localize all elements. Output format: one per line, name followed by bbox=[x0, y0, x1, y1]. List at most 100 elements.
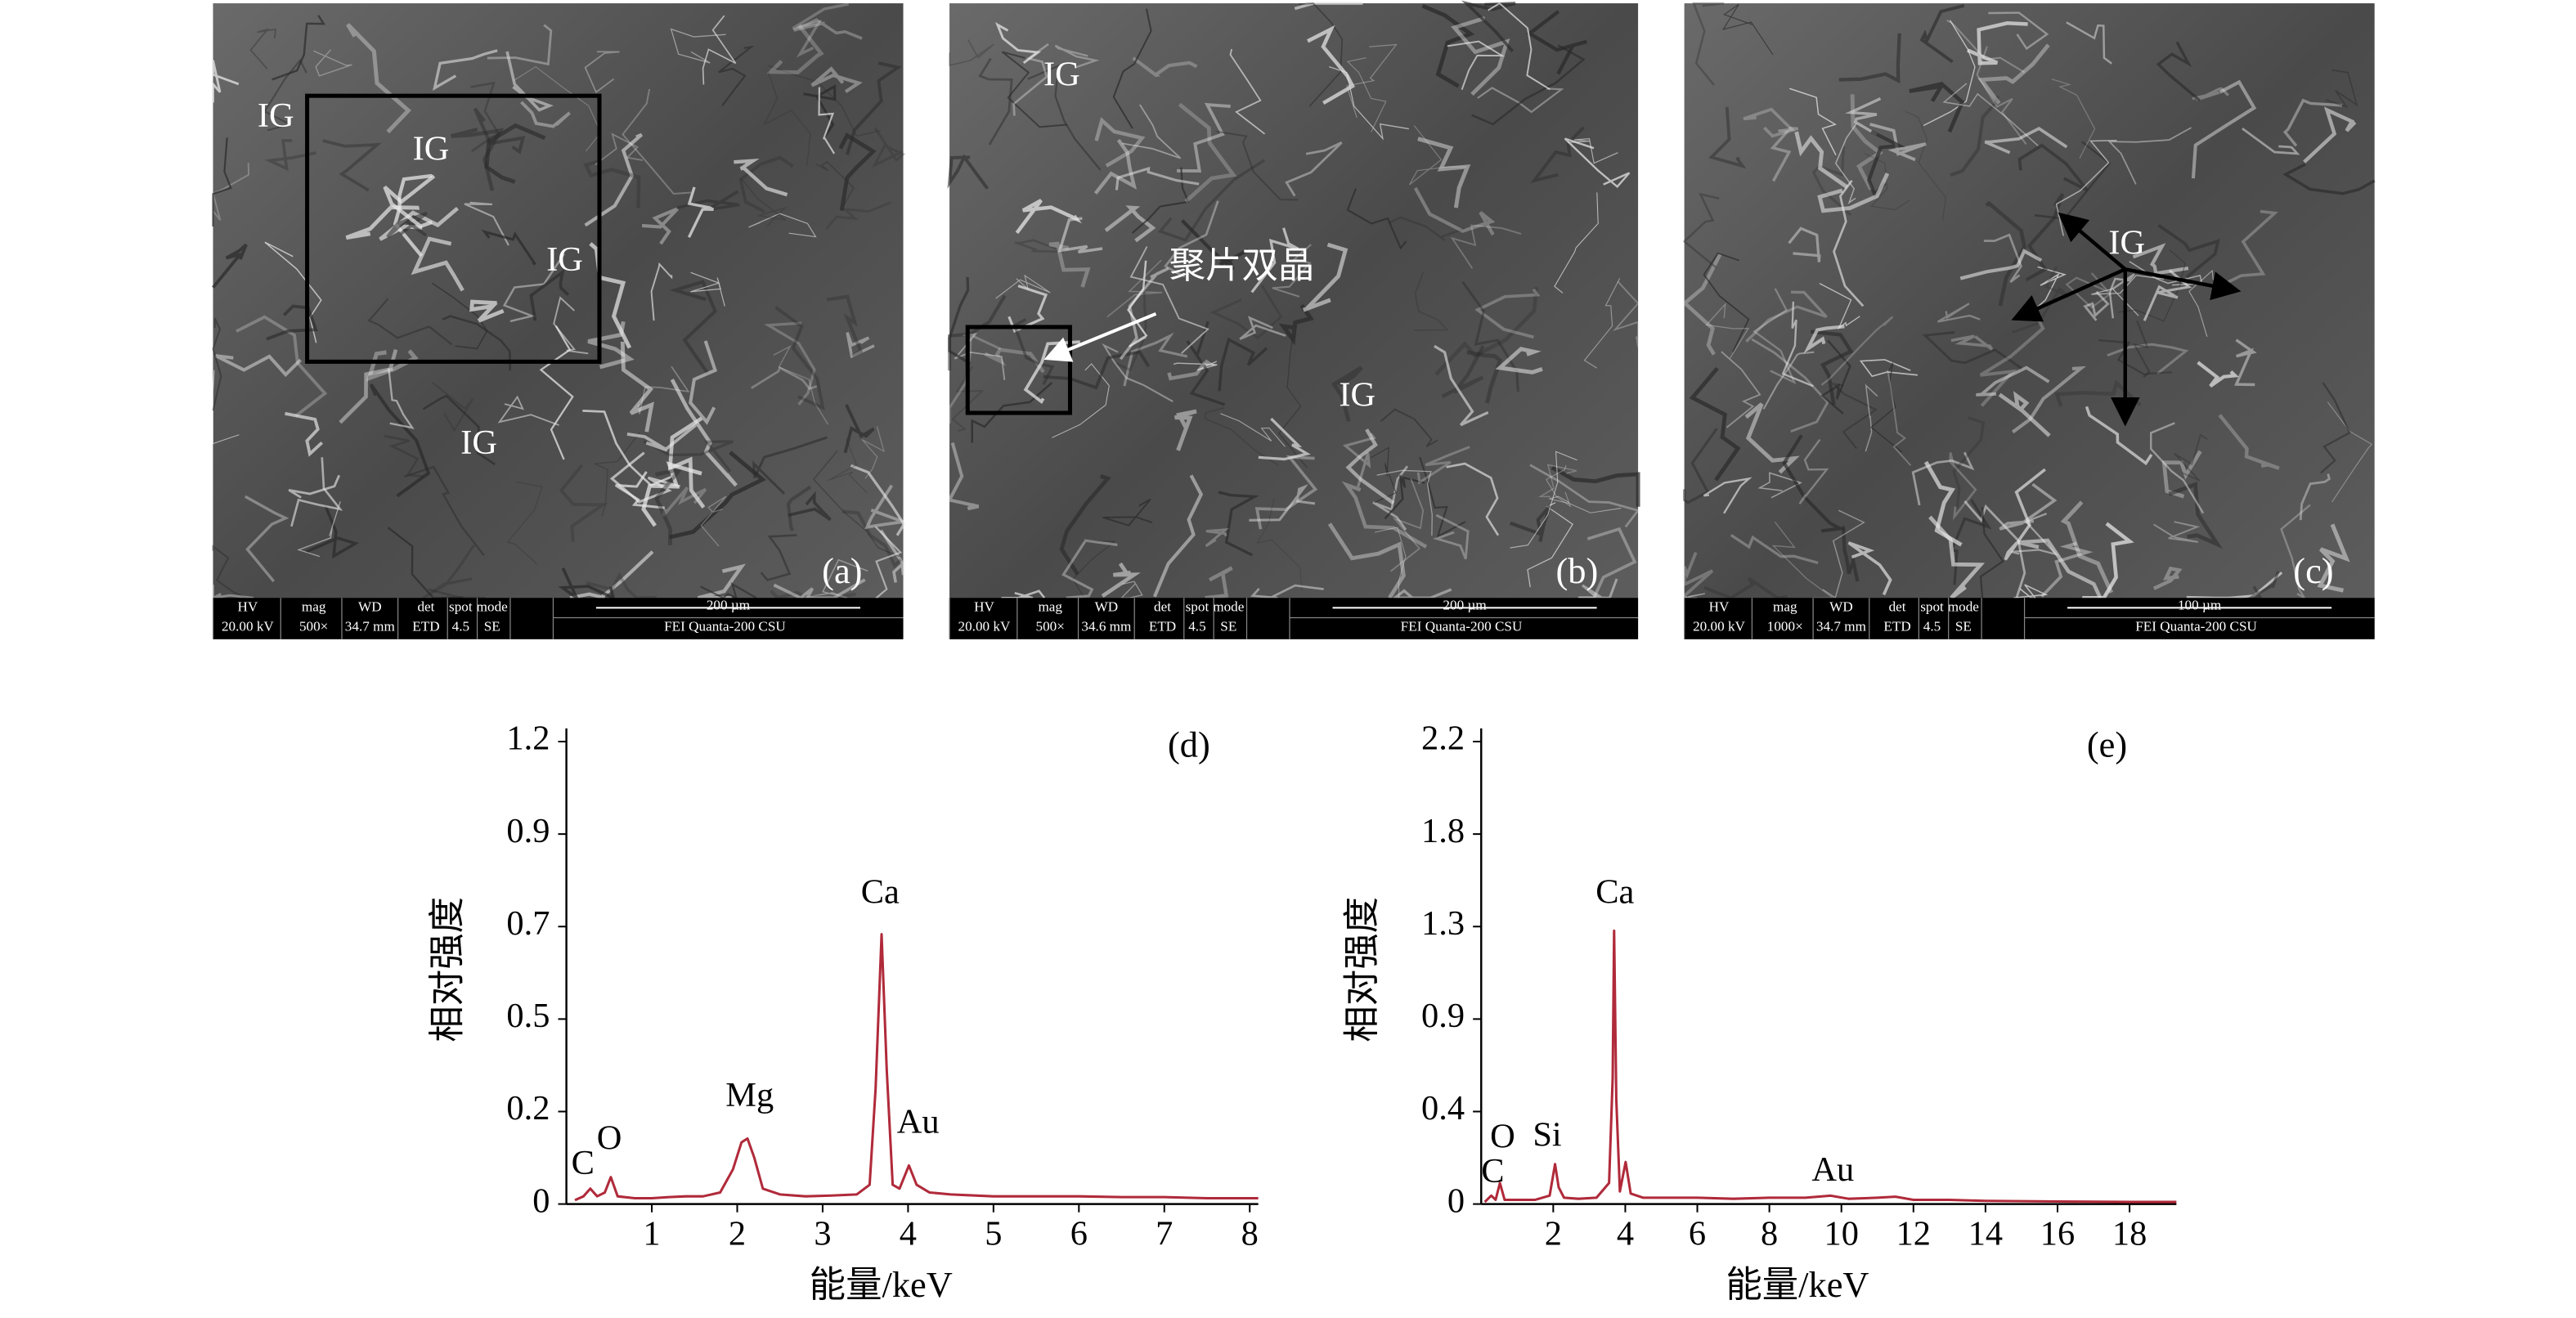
texture bbox=[752, 436, 828, 495]
texture bbox=[1094, 117, 1146, 168]
texture bbox=[763, 70, 811, 166]
texture bbox=[1708, 106, 1747, 169]
texture bbox=[403, 465, 485, 557]
texture bbox=[1372, 465, 1409, 531]
texture bbox=[589, 242, 632, 349]
x-tick-label: 12 bbox=[1896, 1215, 1931, 1253]
texture bbox=[1307, 25, 1355, 105]
texture bbox=[1798, 438, 1829, 504]
x-tick-label: 8 bbox=[1761, 1215, 1778, 1253]
texture bbox=[1833, 179, 1865, 307]
texture bbox=[1346, 188, 1407, 250]
info-value: ETD bbox=[1883, 619, 1910, 634]
texture bbox=[641, 461, 702, 527]
info-value: 20.00 kV bbox=[958, 619, 1011, 634]
texture bbox=[748, 213, 817, 238]
x-tick-label: 14 bbox=[1968, 1215, 2003, 1253]
texture bbox=[2282, 98, 2343, 147]
texture bbox=[1985, 200, 2027, 307]
texture bbox=[1052, 363, 1110, 438]
texture bbox=[872, 127, 906, 168]
texture bbox=[2242, 128, 2300, 155]
texture bbox=[584, 132, 644, 227]
y-tick-label: 0.2 bbox=[506, 1089, 550, 1127]
peak-label: Au bbox=[1811, 1150, 1854, 1189]
texture bbox=[1186, 321, 1226, 406]
texture bbox=[1101, 562, 1141, 598]
texture bbox=[1384, 474, 1425, 520]
texture bbox=[1419, 456, 1466, 539]
texture bbox=[609, 451, 680, 504]
texture bbox=[825, 201, 891, 231]
texture bbox=[2303, 106, 2357, 164]
info-header: WD bbox=[358, 598, 382, 614]
texture bbox=[236, 315, 328, 418]
texture bbox=[1474, 288, 1541, 339]
texture bbox=[1285, 141, 1343, 197]
texture bbox=[212, 60, 240, 103]
texture bbox=[1495, 347, 1543, 374]
grain-label: IG bbox=[2108, 224, 2145, 262]
texture bbox=[366, 349, 419, 382]
texture bbox=[1919, 4, 1965, 64]
texture bbox=[1488, 2, 1551, 91]
texture bbox=[442, 315, 512, 371]
x-tick-label: 4 bbox=[900, 1215, 917, 1253]
texture bbox=[2152, 521, 2201, 543]
texture bbox=[1256, 498, 1303, 591]
texture bbox=[675, 190, 740, 212]
texture bbox=[1788, 226, 1821, 262]
texture bbox=[214, 354, 302, 378]
texture bbox=[553, 296, 589, 355]
texture bbox=[1012, 43, 1049, 116]
x-tick-label: 3 bbox=[814, 1215, 831, 1253]
texture bbox=[1152, 474, 1204, 598]
info-header: spot bbox=[1920, 598, 1944, 614]
texture bbox=[1567, 138, 1618, 164]
texture bbox=[770, 590, 856, 600]
texture bbox=[1950, 95, 1999, 177]
texture bbox=[1838, 33, 1901, 84]
texture bbox=[2118, 249, 2186, 322]
sem-image bbox=[1681, 2, 2376, 639]
texture bbox=[1102, 498, 1153, 527]
texture bbox=[850, 464, 905, 536]
texture bbox=[1817, 173, 1890, 213]
texture bbox=[670, 28, 726, 64]
texture bbox=[212, 370, 240, 445]
grain-label: IG bbox=[258, 96, 294, 135]
texture bbox=[1416, 446, 1470, 485]
info-header: mode bbox=[1213, 598, 1244, 614]
texture bbox=[1789, 87, 1837, 156]
panel-letter: (b) bbox=[1555, 550, 1598, 591]
info-header: WD bbox=[1829, 598, 1853, 614]
peak-label: C bbox=[1481, 1152, 1504, 1190]
texture bbox=[773, 578, 866, 600]
texture bbox=[614, 471, 665, 509]
texture bbox=[1942, 83, 2039, 146]
texture bbox=[620, 341, 654, 433]
texture bbox=[1721, 351, 1761, 428]
texture bbox=[1976, 365, 2050, 397]
texture bbox=[1129, 246, 1209, 354]
info-bar: HV 20.00 kV mag 500× WD 34.6 mm det ETD spot 4.5 m… bbox=[949, 597, 1639, 639]
texture bbox=[861, 426, 885, 479]
peak-label: Mg bbox=[725, 1076, 774, 1114]
texture bbox=[212, 545, 247, 599]
texture bbox=[584, 51, 620, 94]
texture bbox=[1371, 446, 1397, 503]
info-value: SE bbox=[484, 619, 500, 634]
info-bar: HV 20.00 kV mag 500× WD 34.7 mm det ETD spot 4.5 m… bbox=[212, 597, 904, 639]
texture bbox=[470, 81, 500, 153]
texture bbox=[864, 484, 904, 530]
texture bbox=[2017, 538, 2103, 599]
instrument: FEI Quanta-200 CSU bbox=[664, 619, 786, 634]
info-bar-bg bbox=[213, 598, 904, 639]
texture bbox=[411, 236, 464, 292]
texture bbox=[1120, 581, 1143, 598]
texture bbox=[1209, 285, 1283, 340]
arrow bbox=[2011, 267, 2126, 322]
info-bar: HV 20.00 kV mag 1000× WD 34.7 mm det ETD spot 4.5… bbox=[1684, 597, 2375, 639]
texture bbox=[1331, 365, 1363, 422]
